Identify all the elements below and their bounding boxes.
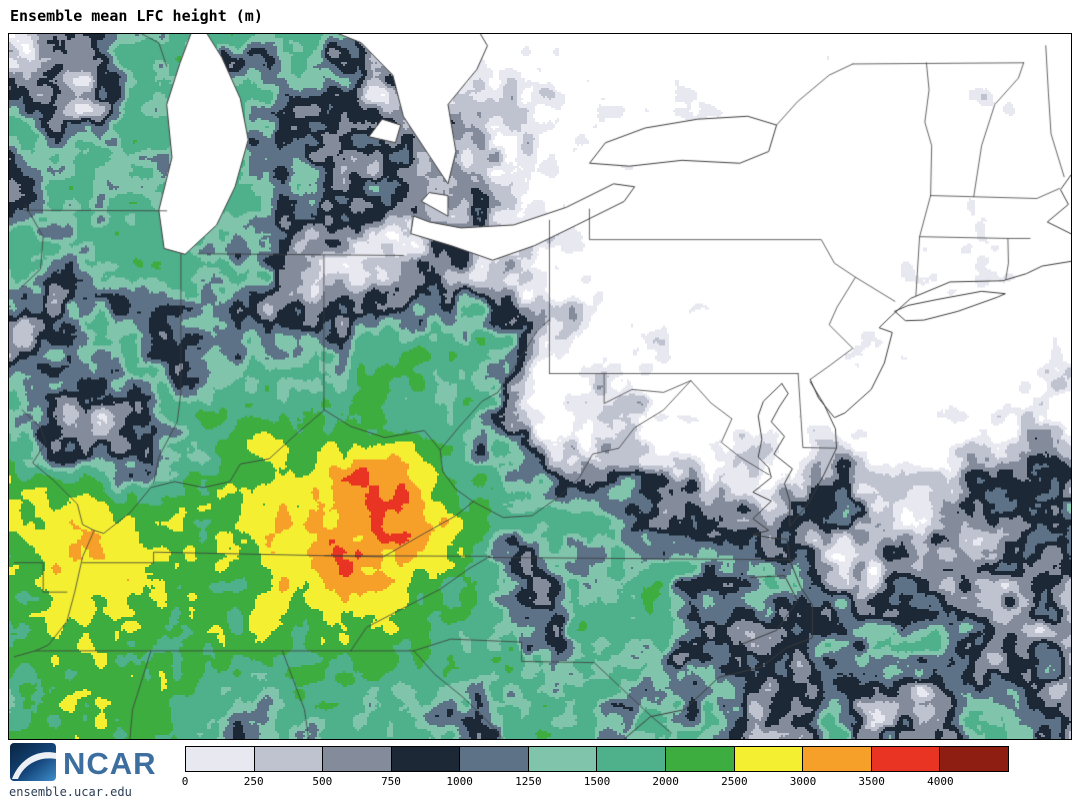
colorbar-swatch-1000	[460, 747, 529, 771]
plot-title: Ensemble mean LFC height (m)	[10, 7, 263, 25]
ncar-logo-text: NCAR	[63, 746, 157, 781]
map-frame	[8, 33, 1072, 740]
colorbar-tick-label: 500	[312, 775, 333, 788]
colorbar-tick-labels: 0 250 500 750 1000 1250 1500 2000 2500 3000 3500 40…	[181, 775, 1009, 789]
colorbar-swatch-2000	[666, 747, 735, 771]
site-url: ensemble.ucar.edu	[9, 785, 132, 799]
colorbar-swatch-3500	[871, 747, 941, 771]
colorbar-tick-label: 1250	[515, 775, 542, 788]
colorbar-tick-label: 2000	[652, 775, 679, 788]
colorbar-swatch-1500	[597, 747, 667, 771]
colorbar-tick-label: 3500	[858, 775, 885, 788]
ncar-logo: NCAR	[10, 743, 157, 785]
colorbar-tick-label: 250	[243, 775, 264, 788]
colorbar-tick-label: 0	[181, 775, 189, 788]
ncar-logo-icon	[10, 743, 56, 785]
colorbar-swatch-250	[254, 747, 324, 771]
colorbar-swatch-3000	[803, 747, 872, 771]
colorbar-tick-label: 2500	[721, 775, 748, 788]
colorbar-tick-label: 4000	[927, 775, 954, 788]
colorbar-swatch-0	[186, 747, 255, 771]
colorbar-swatch-1250	[528, 747, 598, 771]
colorbar-tick-label: 750	[381, 775, 401, 788]
colorbar-swatch-750	[391, 747, 461, 771]
colorbar-tick-label: 1500	[583, 775, 611, 788]
colorbar-swatch-2500	[734, 747, 804, 771]
colorbar-tick-label: 3000	[789, 775, 817, 788]
colorbar-tick-label: 1000	[446, 775, 473, 788]
colorbar-swatch-500	[323, 747, 392, 771]
geography-overlay-canvas	[9, 34, 1071, 739]
colorbar	[185, 746, 1009, 772]
colorbar-swatch-4000	[940, 747, 1008, 771]
